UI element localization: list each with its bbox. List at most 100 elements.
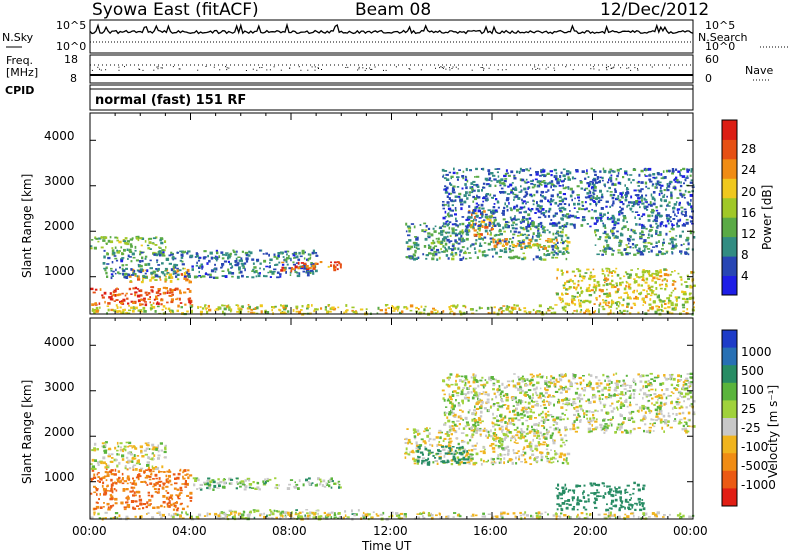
heatmap-cell [637, 180, 640, 183]
heatmap-cell [465, 257, 468, 260]
heatmap-cell [620, 296, 623, 299]
heatmap-cell [635, 200, 639, 203]
heatmap-cell [532, 203, 535, 206]
heatmap-cell [443, 188, 445, 191]
heatmap-cell [660, 173, 663, 176]
heatmap-cell [512, 512, 516, 515]
heatmap-cell [533, 200, 535, 203]
heatmap-cell [503, 184, 507, 187]
heatmap-cell [606, 288, 608, 291]
heatmap-cell [557, 231, 560, 234]
heatmap-cell [504, 446, 508, 450]
heatmap-cell [572, 280, 574, 283]
heatmap-cell [554, 212, 558, 215]
heatmap-cell [450, 433, 453, 436]
heatmap-cell [597, 513, 601, 516]
heatmap-cell [586, 192, 590, 195]
heatmap-cell [630, 497, 632, 500]
heatmap-cell [689, 229, 692, 232]
heatmap-cell [618, 241, 621, 244]
heatmap-cell [512, 187, 515, 190]
heatmap-cell [623, 275, 626, 278]
heatmap-cell [535, 460, 539, 463]
heatmap-cell [182, 251, 186, 254]
heatmap-cell [495, 433, 498, 436]
heatmap-cell [525, 178, 528, 181]
heatmap-cell [173, 266, 177, 269]
heatmap-cell [171, 309, 174, 313]
heatmap-cell [471, 513, 475, 517]
heatmap-cell [637, 197, 641, 200]
heatmap-cell [147, 456, 149, 459]
heatmap-cell [216, 517, 220, 520]
heatmap-cell [495, 233, 498, 237]
heatmap-cell [499, 458, 502, 461]
heatmap-cell [661, 248, 664, 250]
heatmap-cell [531, 220, 534, 222]
heatmap-cell [584, 187, 589, 190]
heatmap-cell [540, 458, 543, 462]
heatmap-cell [523, 446, 526, 450]
heatmap-cell [596, 229, 599, 232]
heatmap-cell [164, 267, 168, 270]
heatmap-cell [119, 442, 123, 445]
heatmap-cell [638, 173, 641, 177]
heatmap-cell [450, 192, 453, 195]
heatmap-cell [469, 186, 472, 190]
heatmap-cell [114, 481, 116, 483]
heatmap-cell [601, 482, 604, 485]
heatmap-cell [417, 450, 420, 453]
heatmap-cell [420, 305, 423, 308]
heatmap-cell [174, 512, 177, 515]
heatmap-cell [527, 169, 530, 172]
freq-dot [365, 68, 367, 70]
heatmap-cell [116, 236, 119, 239]
freq-dot [488, 67, 490, 69]
heatmap-cell [550, 200, 554, 203]
heatmap-cell [500, 182, 504, 185]
heatmap-cell [594, 310, 596, 312]
heatmap-cell [528, 442, 531, 445]
freq-dot [637, 69, 639, 71]
heatmap-cell [113, 488, 116, 491]
freq-dot [545, 68, 547, 70]
heatmap-cell [677, 219, 680, 223]
heatmap-cell [647, 203, 651, 206]
heatmap-cell [155, 253, 158, 257]
heatmap-cell [656, 224, 660, 227]
heatmap-cell [481, 215, 484, 218]
heatmap-cell [111, 295, 113, 298]
heatmap-cell [421, 462, 423, 465]
heatmap-cell [151, 306, 155, 309]
heatmap-cell [176, 267, 179, 270]
heatmap-cell [494, 246, 497, 249]
heatmap-cell [214, 257, 218, 259]
freq-dot [610, 67, 612, 69]
heatmap-cell [662, 300, 665, 303]
heatmap-cell [425, 257, 428, 260]
heatmap-cell [494, 168, 498, 170]
heatmap-cell [451, 446, 455, 448]
heatmap-cell [594, 181, 599, 184]
heatmap-cell [136, 505, 139, 507]
heatmap-cell [174, 506, 177, 509]
heatmap-cell [493, 311, 496, 314]
heatmap-cell [256, 482, 260, 485]
heatmap-cell [535, 226, 538, 229]
heatmap-cell [436, 452, 440, 455]
heatmap-cell [306, 305, 310, 308]
heatmap-cell [186, 268, 190, 272]
heatmap-cell [639, 206, 641, 209]
heatmap-cell [299, 265, 303, 268]
heatmap-cell [578, 299, 580, 302]
heatmap-cell [651, 512, 655, 515]
heatmap-cell [296, 255, 299, 259]
heatmap-cell [549, 457, 554, 461]
heatmap-cell [306, 268, 310, 270]
heatmap-cell [686, 168, 690, 172]
heatmap-cell [685, 177, 689, 179]
heatmap-cell [482, 450, 486, 453]
heatmap-cell [525, 236, 529, 240]
freq-dot [205, 66, 207, 67]
heatmap-cell [541, 224, 544, 227]
